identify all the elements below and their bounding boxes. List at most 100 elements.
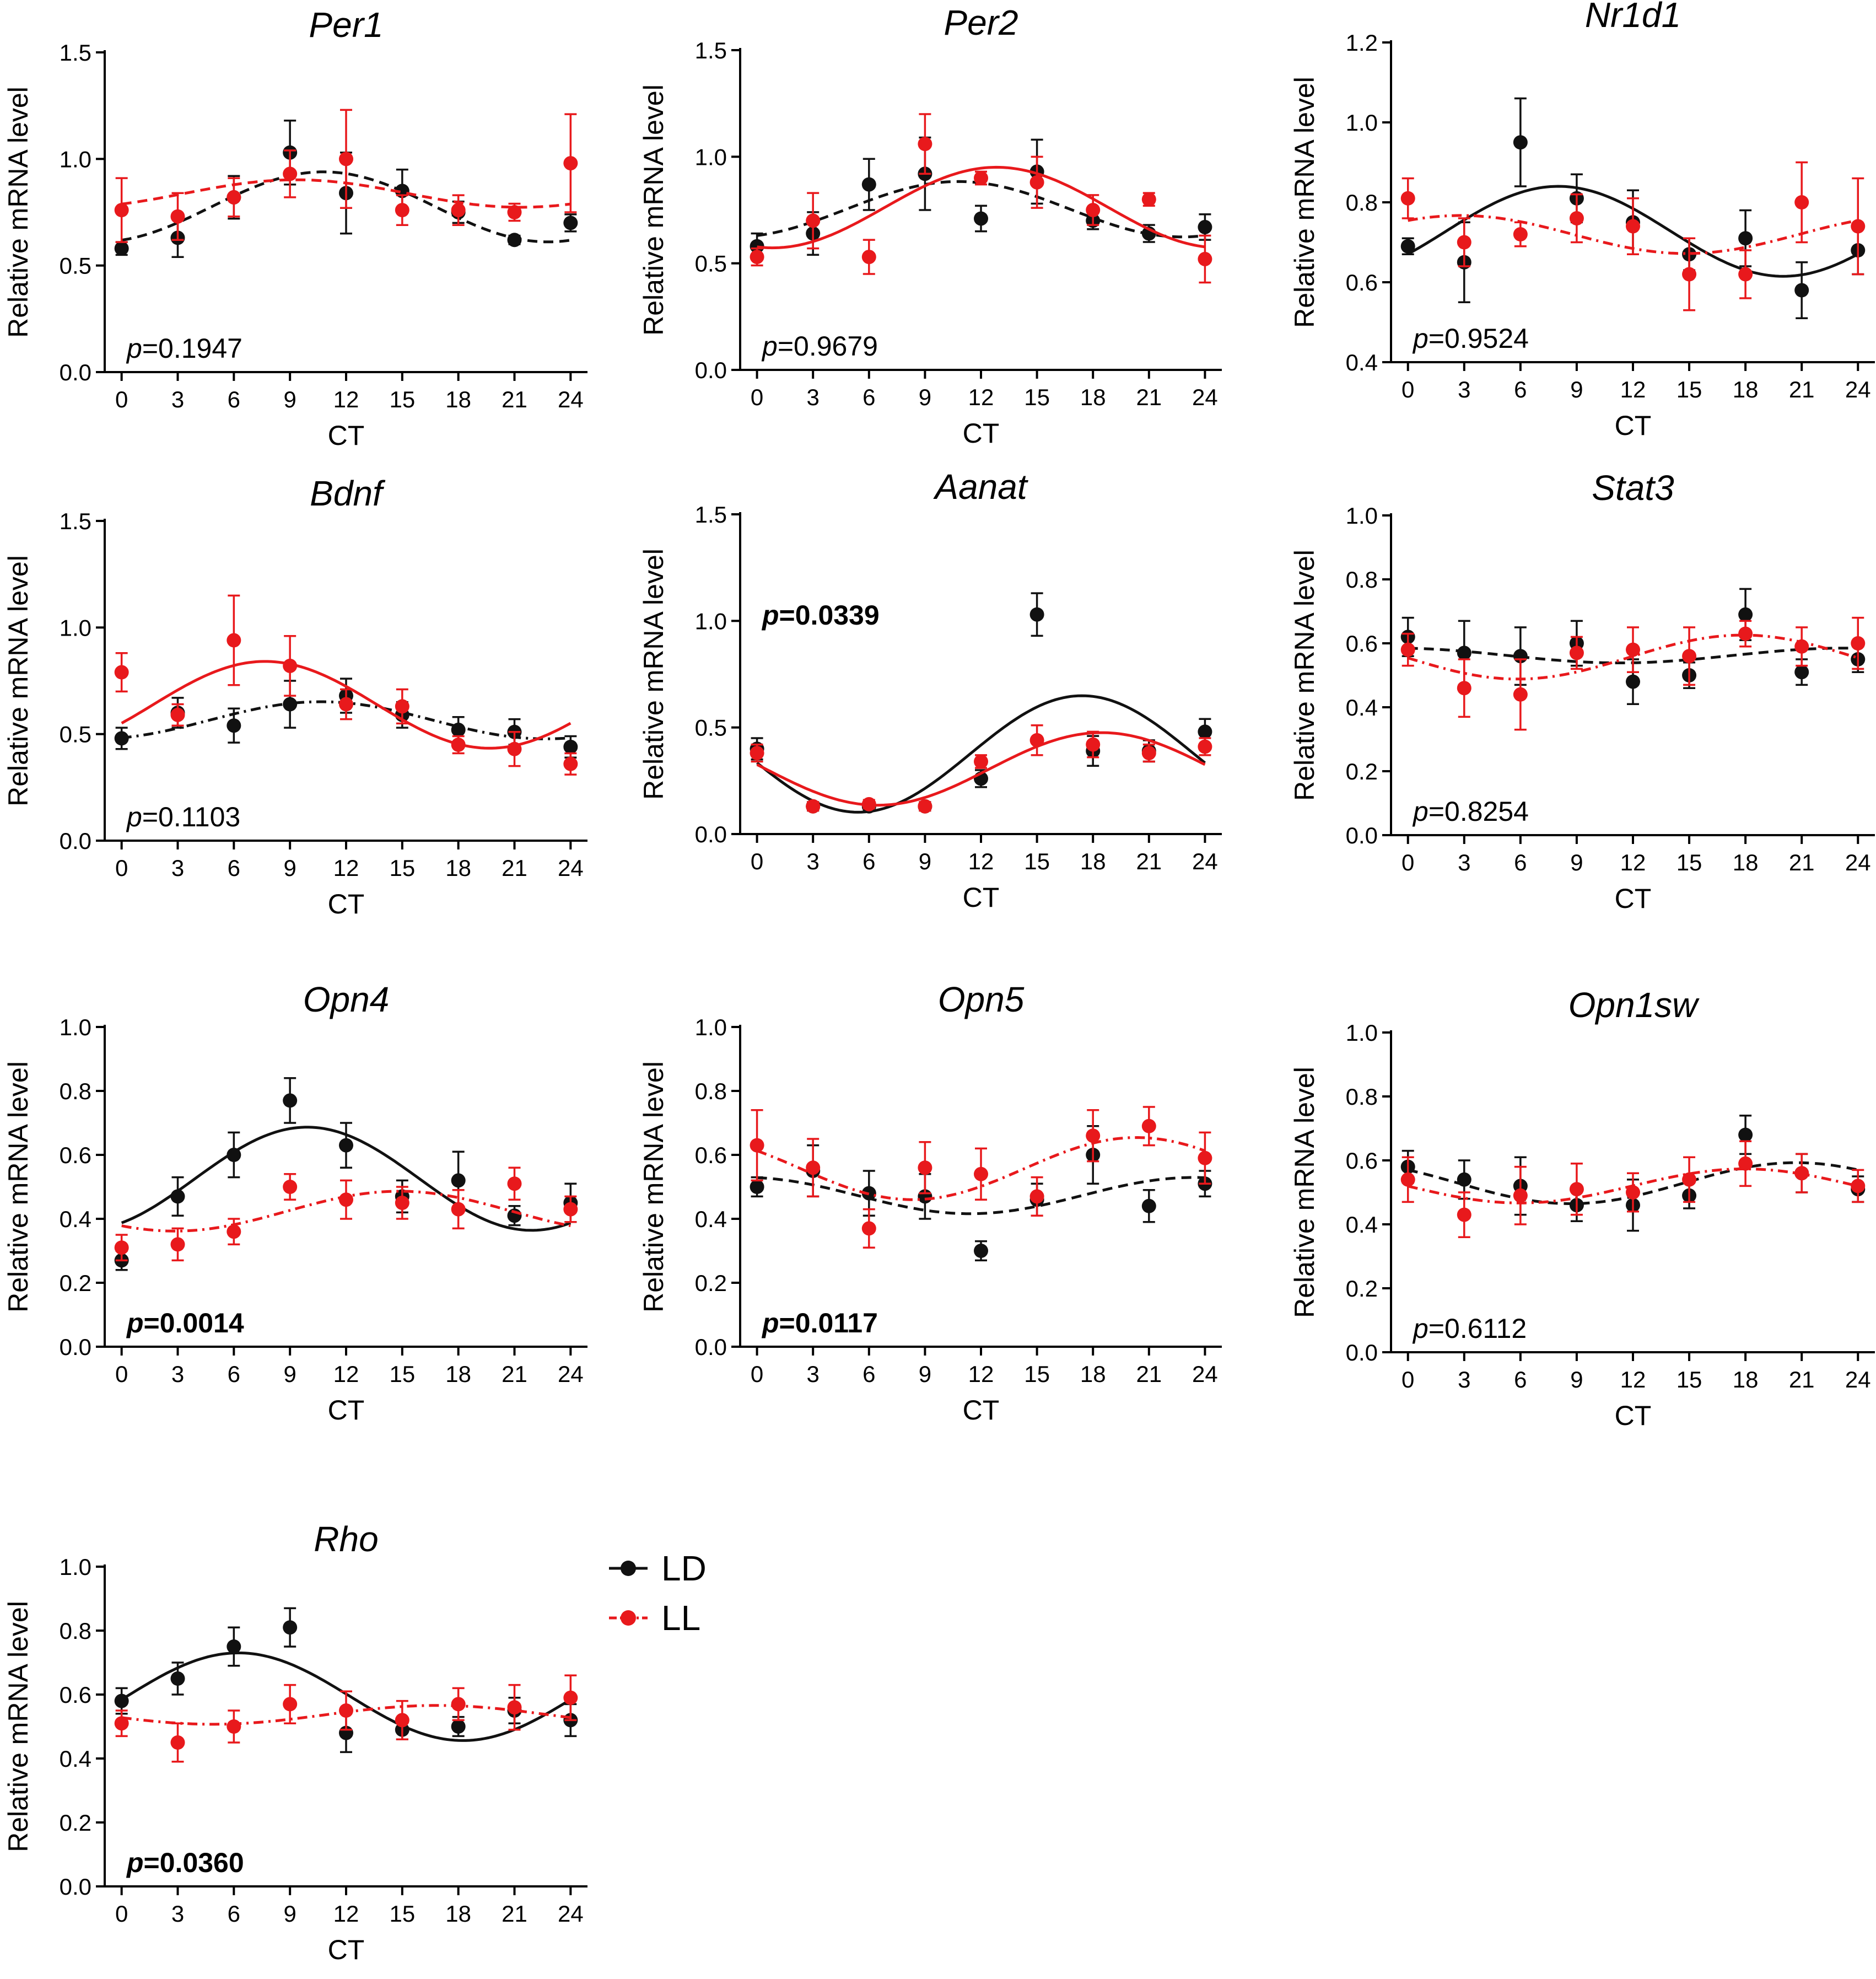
series-ll [750, 1106, 1212, 1249]
x-tick-label: 6 [228, 855, 240, 881]
p-value-annotation: p=0.1947 [126, 333, 242, 364]
x-tick-label: 18 [1080, 384, 1106, 410]
data-point-ll [227, 633, 241, 648]
y-tick-label: 1.0 [60, 146, 91, 172]
x-tick-label: 15 [1024, 848, 1050, 874]
p-value-annotation: p=0.6112 [1412, 1313, 1527, 1344]
data-point-ll [451, 1697, 466, 1712]
x-tick-label: 18 [445, 386, 471, 412]
y-tick-label: 1.5 [60, 508, 91, 534]
y-tick-label: 0.0 [1346, 822, 1378, 848]
panel-title: Aanat [932, 467, 1028, 507]
data-point-ll [1457, 235, 1471, 250]
data-point-ll [1794, 639, 1809, 654]
x-tick-label: 6 [862, 384, 875, 410]
x-tick-label: 21 [502, 1901, 527, 1927]
fit-curve-ll [121, 660, 572, 750]
panel-bdnf: Bdnf 0.0 0.5 1.0 1.5 0 3 6 9 12 15 18 21 24 CT Relative… [3, 474, 587, 919]
x-tick-label: 18 [445, 1361, 471, 1387]
data-point-ll [451, 203, 466, 218]
data-point-ll [283, 1697, 298, 1712]
data-point-ll [750, 746, 764, 761]
x-axis-label: CT [1615, 1400, 1652, 1431]
y-axis-label: Relative mRNA level [3, 1061, 34, 1313]
x-tick-label: 6 [1514, 849, 1527, 875]
p-value-number: =0.0360 [144, 1847, 244, 1878]
x-tick-label: 3 [1458, 377, 1470, 402]
y-tick-label: 0.0 [60, 359, 91, 385]
x-tick-label: 6 [862, 1361, 875, 1387]
fit-curve-ld [756, 694, 1206, 814]
x-tick-label: 3 [1458, 849, 1470, 875]
series-ll [750, 724, 1212, 814]
x-tick-label: 0 [1401, 377, 1414, 402]
data-point-ll [114, 665, 129, 680]
data-point-ll [339, 697, 353, 712]
p-value-annotation: p=0.9679 [761, 331, 878, 362]
y-tick-label: 0.8 [695, 1078, 727, 1104]
x-tick-label: 9 [919, 848, 931, 874]
y-tick-label: 0.6 [60, 1682, 91, 1708]
x-tick-label: 3 [807, 848, 820, 874]
y-tick-label: 0.6 [1346, 1148, 1378, 1174]
p-symbol: p [1412, 323, 1428, 354]
y-tick-label: 0.8 [1346, 190, 1378, 216]
x-tick-label: 24 [558, 1361, 584, 1387]
data-point-ll [283, 658, 298, 673]
x-axis-label: CT [328, 1934, 365, 1965]
data-point-ll [1400, 1172, 1415, 1187]
data-point-ll [861, 1221, 876, 1236]
panel-rho: Rho 0.0 0.2 0.4 0.6 0.8 1.0 0 3 6 9 12 15 18 21 24 CT Rel… [3, 1519, 587, 1965]
data-point-ll [806, 1160, 821, 1175]
x-tick-label: 21 [502, 1361, 527, 1387]
y-tick-label: 1.0 [695, 1014, 727, 1040]
y-tick-label: 1.0 [1346, 1020, 1378, 1046]
data-point-ll [1851, 219, 1866, 234]
data-point-ll [750, 250, 764, 265]
panel-nr1d1: Nr1d1 0.4 0.6 0.8 1.0 1.2 0 3 6 9 12 15 18 21 24 CT Rela… [1289, 0, 1875, 441]
y-tick-label: 1.0 [60, 1554, 91, 1580]
x-tick-label: 18 [1080, 848, 1106, 874]
x-tick-label: 3 [807, 384, 820, 410]
x-tick-label: 3 [807, 1361, 820, 1387]
y-tick-label: 1.0 [1346, 503, 1378, 529]
y-tick-label: 1.5 [695, 502, 727, 528]
x-tick-label: 24 [1192, 384, 1218, 410]
series-ll [114, 1166, 578, 1262]
legend-marker [621, 1610, 636, 1626]
data-point-ll [750, 1138, 764, 1153]
data-point-ll [1029, 175, 1044, 190]
data-point-ll [974, 1166, 988, 1181]
panel-opn1sw: Opn1sw 0.0 0.2 0.4 0.6 0.8 1.0 0 3 6 9 12 15 18 21 24 CT… [1289, 985, 1875, 1431]
data-point-ld [563, 216, 578, 230]
data-point-ld [283, 1093, 298, 1108]
y-tick-label: 0.5 [60, 253, 91, 279]
data-point-ld [1738, 231, 1753, 246]
data-point-ll [114, 1240, 129, 1255]
x-tick-label: 12 [333, 386, 359, 412]
data-point-ll [974, 754, 988, 769]
y-tick-label: 0.0 [695, 821, 727, 847]
y-tick-label: 1.0 [695, 144, 727, 170]
panel-title: Per1 [309, 5, 383, 45]
y-tick-label: 0.2 [1346, 1276, 1378, 1302]
y-axis-label: Relative mRNA level [3, 87, 34, 338]
data-point-ll [395, 699, 409, 714]
y-tick-label: 0.6 [1346, 270, 1378, 295]
x-tick-label: 3 [171, 1361, 184, 1387]
y-axis-label: Relative mRNA level [1289, 77, 1320, 328]
p-value-number: =0.9679 [778, 331, 878, 362]
data-point-ll [170, 209, 185, 224]
data-point-ll [1626, 1185, 1640, 1200]
x-tick-label: 0 [751, 1361, 763, 1387]
data-point-ll [1513, 687, 1528, 702]
data-point-ld [1029, 607, 1044, 622]
x-tick-label: 24 [558, 386, 584, 412]
data-point-ll [1851, 1179, 1866, 1193]
data-point-ld [1198, 724, 1212, 739]
data-point-ld [1738, 1127, 1753, 1142]
x-tick-label: 24 [558, 1901, 584, 1927]
chart-legend: LD LL [609, 1548, 707, 1638]
data-point-ll [451, 1202, 466, 1217]
data-point-ld [227, 1639, 241, 1654]
